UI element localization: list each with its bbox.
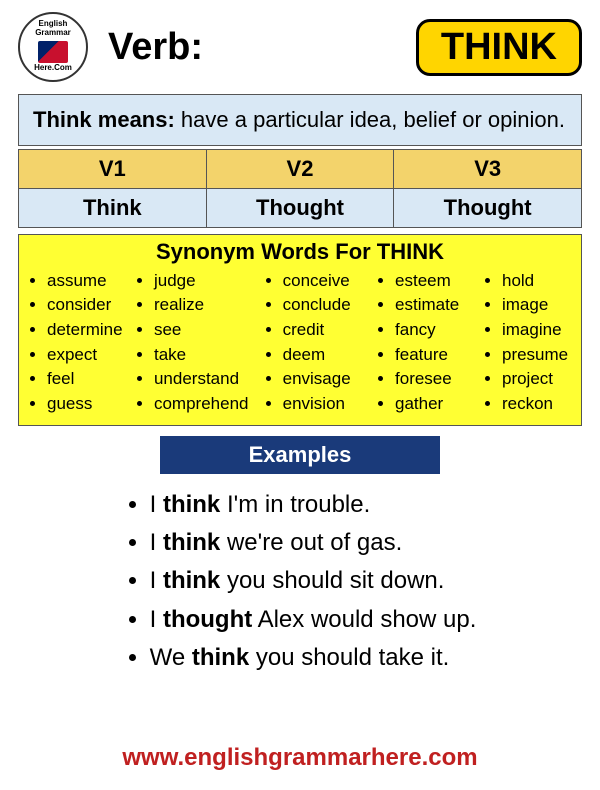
synonym-col-5: holdimageimaginepresumeprojectreckon <box>484 269 587 417</box>
synonym-item: conclude <box>283 293 373 318</box>
example-item: We think you should take it. <box>150 639 477 677</box>
logo-text-top: English Grammar <box>20 19 86 37</box>
example-item: I think we're out of gas. <box>150 524 477 562</box>
example-bold: think <box>163 567 220 594</box>
synonym-item: project <box>502 367 587 392</box>
synonym-item: gather <box>395 392 480 417</box>
synonym-box: Synonym Words For THINK assumeconsiderde… <box>18 234 582 426</box>
synonym-item: credit <box>283 318 373 343</box>
example-post: you should take it. <box>249 644 449 671</box>
synonym-item: estimate <box>395 293 480 318</box>
uk-flag-icon <box>38 41 68 63</box>
verb-label: Verb: <box>108 26 203 69</box>
example-bold: thought <box>163 606 252 633</box>
example-pre: I <box>150 567 163 594</box>
example-post: Alex would show up. <box>252 606 476 633</box>
synonym-item: determine <box>47 318 132 343</box>
form-value-v3: Thought <box>394 188 582 227</box>
synonym-item: realize <box>154 293 261 318</box>
synonym-col-1: assumeconsiderdetermineexpectfeelguess <box>29 269 132 417</box>
example-pre: I <box>150 606 163 633</box>
example-post: I'm in trouble. <box>220 491 370 518</box>
form-header-v1: V1 <box>19 149 207 188</box>
synonym-columns: assumeconsiderdetermineexpectfeelguess j… <box>25 269 575 417</box>
example-post: you should sit down. <box>220 567 444 594</box>
form-header-v3: V3 <box>394 149 582 188</box>
example-pre: We <box>150 644 192 671</box>
synonym-title: Synonym Words For THINK <box>25 239 575 265</box>
synonym-item: assume <box>47 269 132 294</box>
example-item: I thought Alex would show up. <box>150 601 477 639</box>
synonym-col-2: judgerealizeseetakeunderstandcomprehend <box>136 269 261 417</box>
synonym-item: imagine <box>502 318 587 343</box>
form-value-v2: Thought <box>206 188 394 227</box>
synonym-item: consider <box>47 293 132 318</box>
synonym-item: judge <box>154 269 261 294</box>
synonym-item: image <box>502 293 587 318</box>
synonym-item: foresee <box>395 367 480 392</box>
synonym-item: take <box>154 343 261 368</box>
definition-text: have a particular idea, belief or opinio… <box>175 107 565 132</box>
synonym-item: fancy <box>395 318 480 343</box>
synonym-item: presume <box>502 343 587 368</box>
synonym-item: esteem <box>395 269 480 294</box>
example-pre: I <box>150 529 163 556</box>
verb-badge: THINK <box>416 19 582 76</box>
synonym-item: feel <box>47 367 132 392</box>
examples-header: Examples <box>160 436 440 474</box>
definition-box: Think means: have a particular idea, bel… <box>18 94 582 146</box>
synonym-item: hold <box>502 269 587 294</box>
example-item: I think you should sit down. <box>150 562 477 600</box>
example-pre: I <box>150 491 163 518</box>
example-bold: think <box>163 491 220 518</box>
synonym-item: deem <box>283 343 373 368</box>
examples-list: I think I'm in trouble.I think we're out… <box>124 486 477 678</box>
synonym-item: guess <box>47 392 132 417</box>
site-logo: English Grammar Here.Com <box>18 12 88 82</box>
header: English Grammar Here.Com Verb: THINK <box>18 12 582 82</box>
synonym-col-4: esteemestimatefancyfeatureforeseegather <box>377 269 480 417</box>
synonym-item: conceive <box>283 269 373 294</box>
example-item: I think I'm in trouble. <box>150 486 477 524</box>
synonym-item: comprehend <box>154 392 261 417</box>
synonym-item: see <box>154 318 261 343</box>
footer-url: www.englishgrammarhere.com <box>0 744 600 772</box>
definition-prefix: Think means: <box>33 107 175 132</box>
synonym-col-3: conceiveconcludecreditdeemenvisageenvisi… <box>265 269 373 417</box>
synonym-item: understand <box>154 367 261 392</box>
example-bold: think <box>192 644 249 671</box>
example-post: we're out of gas. <box>220 529 402 556</box>
verb-forms-table: V1 V2 V3 Think Thought Thought <box>18 149 582 228</box>
synonym-item: reckon <box>502 392 587 417</box>
synonym-item: feature <box>395 343 480 368</box>
synonym-item: envisage <box>283 367 373 392</box>
form-value-v1: Think <box>19 188 207 227</box>
synonym-item: envision <box>283 392 373 417</box>
form-header-v2: V2 <box>206 149 394 188</box>
synonym-item: expect <box>47 343 132 368</box>
example-bold: think <box>163 529 220 556</box>
logo-text-bottom: Here.Com <box>34 63 72 72</box>
